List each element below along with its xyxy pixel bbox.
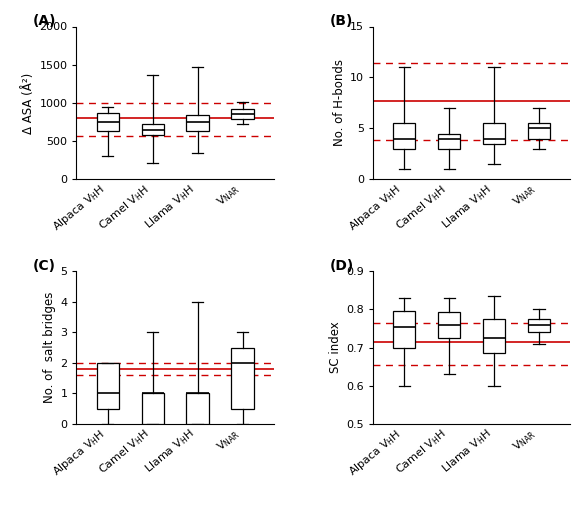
PathPatch shape [142, 125, 164, 135]
PathPatch shape [186, 115, 209, 131]
Text: (A): (A) [33, 14, 56, 28]
PathPatch shape [527, 319, 550, 332]
Y-axis label: No. of  salt bridges: No. of salt bridges [43, 292, 56, 403]
PathPatch shape [527, 123, 550, 139]
PathPatch shape [186, 393, 209, 424]
PathPatch shape [96, 363, 119, 409]
PathPatch shape [483, 123, 505, 144]
PathPatch shape [438, 134, 460, 149]
PathPatch shape [438, 312, 460, 338]
Text: (B): (B) [329, 14, 353, 28]
PathPatch shape [393, 311, 416, 348]
PathPatch shape [231, 109, 254, 119]
Y-axis label: SC index: SC index [329, 322, 342, 374]
PathPatch shape [142, 393, 164, 424]
PathPatch shape [231, 348, 254, 409]
Text: (C): (C) [33, 259, 56, 273]
PathPatch shape [393, 123, 416, 149]
Y-axis label: Δ ASA (Å²): Δ ASA (Å²) [22, 72, 35, 134]
PathPatch shape [483, 319, 505, 354]
Y-axis label: No. of H-bonds: No. of H-bonds [333, 59, 346, 146]
PathPatch shape [96, 113, 119, 131]
Text: (D): (D) [329, 259, 353, 273]
